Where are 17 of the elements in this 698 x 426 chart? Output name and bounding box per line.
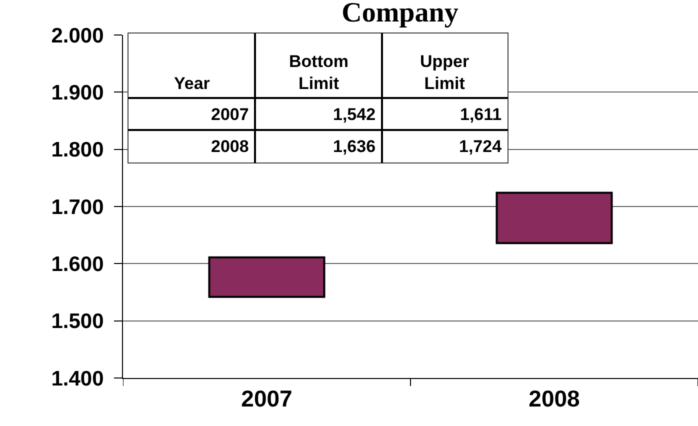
- annotation: Upper Limit: [420, 52, 470, 94]
- annotation: 2008: [211, 137, 249, 156]
- annotation: 1,611: [460, 105, 502, 124]
- annotation: 1,724: [459, 137, 502, 156]
- y-tick-label: 1.500: [51, 310, 104, 334]
- annotation: 2007: [211, 105, 249, 124]
- y-tick-label: 2.000: [51, 24, 104, 48]
- annotation: Year: [174, 74, 210, 93]
- annotation: Bottom Limit: [289, 52, 348, 94]
- annotation: 1,542: [333, 105, 376, 124]
- y-tick-label: 1.700: [51, 196, 104, 219]
- chart-title: Company: [342, 0, 458, 29]
- y-tick-label: 1.900: [51, 82, 104, 105]
- y-tick-label: 1.600: [51, 253, 104, 276]
- annotation: 1,636: [333, 137, 376, 156]
- y-tick-label: 1.400: [51, 367, 104, 390]
- y-tick-label: 1.800: [51, 138, 104, 162]
